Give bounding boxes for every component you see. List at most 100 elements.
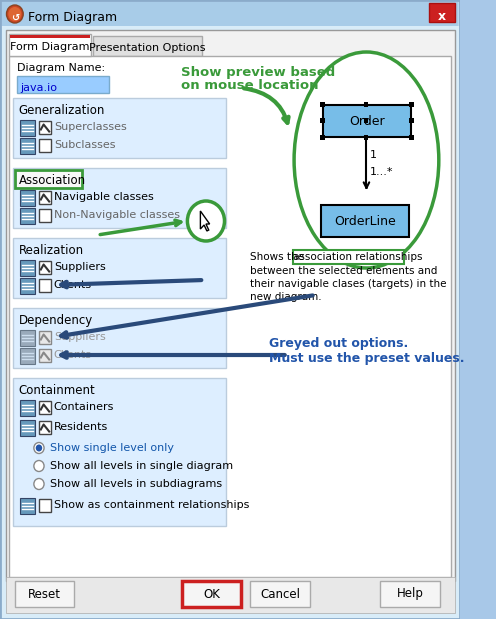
Bar xyxy=(39,279,51,292)
Bar xyxy=(20,330,35,346)
Text: OK: OK xyxy=(203,587,220,600)
Text: java.io: java.io xyxy=(20,83,58,93)
Bar xyxy=(321,205,409,237)
Bar xyxy=(39,139,51,152)
Text: on mouse location: on mouse location xyxy=(181,79,318,92)
Circle shape xyxy=(34,461,44,472)
Text: Clients: Clients xyxy=(54,280,92,290)
Bar xyxy=(380,581,440,607)
Text: association relationships: association relationships xyxy=(293,252,423,262)
Circle shape xyxy=(34,478,44,490)
Text: Presentation Options: Presentation Options xyxy=(89,43,206,53)
Text: Show single level only: Show single level only xyxy=(50,443,174,453)
Text: Realization: Realization xyxy=(18,243,84,256)
Text: Clients: Clients xyxy=(54,350,92,360)
Bar xyxy=(182,581,241,607)
Bar xyxy=(20,260,35,276)
Text: Diagram Name:: Diagram Name: xyxy=(17,63,105,73)
Polygon shape xyxy=(200,211,210,231)
Bar xyxy=(20,278,35,294)
Ellipse shape xyxy=(294,52,439,268)
Text: Form Diagram: Form Diagram xyxy=(28,11,117,24)
Text: Help: Help xyxy=(397,587,424,600)
Bar xyxy=(320,135,325,140)
Text: their navigable clases (targets) in the: their navigable clases (targets) in the xyxy=(250,279,447,289)
Text: Must use the preset values.: Must use the preset values. xyxy=(269,352,465,365)
Bar xyxy=(293,250,404,264)
Bar xyxy=(39,331,51,344)
Text: Association: Association xyxy=(18,173,86,186)
Bar xyxy=(13,238,226,298)
Circle shape xyxy=(34,443,44,454)
Bar xyxy=(5,577,454,613)
Bar xyxy=(5,30,454,581)
Text: Subclasses: Subclasses xyxy=(54,140,115,150)
Bar xyxy=(20,120,35,136)
Bar xyxy=(13,308,226,368)
Circle shape xyxy=(187,201,225,241)
Text: 1: 1 xyxy=(370,150,377,160)
Text: Show as containment relationships: Show as containment relationships xyxy=(54,500,249,510)
Text: Superclasses: Superclasses xyxy=(54,122,126,132)
Bar xyxy=(10,35,90,38)
Text: Suppliers: Suppliers xyxy=(54,332,106,342)
Bar xyxy=(20,348,35,364)
Bar xyxy=(364,135,369,140)
Bar xyxy=(13,98,226,158)
Bar xyxy=(39,121,51,134)
Bar xyxy=(39,209,51,222)
Bar xyxy=(39,401,51,414)
Bar xyxy=(20,498,35,514)
Bar xyxy=(39,349,51,362)
Bar xyxy=(39,499,51,512)
Text: Show preview based: Show preview based xyxy=(181,66,335,79)
Text: Cancel: Cancel xyxy=(260,587,300,600)
Text: x: x xyxy=(437,9,446,22)
Bar xyxy=(409,102,414,107)
Bar xyxy=(364,102,369,107)
Bar xyxy=(9,56,451,577)
Bar xyxy=(2,2,458,26)
Bar xyxy=(15,170,82,188)
Text: Reset: Reset xyxy=(28,587,61,600)
Bar xyxy=(320,102,325,107)
Bar xyxy=(20,138,35,154)
Text: Order: Order xyxy=(349,115,385,128)
Text: 1...*: 1...* xyxy=(370,167,394,177)
Circle shape xyxy=(8,7,21,21)
Text: Form Diagram: Form Diagram xyxy=(10,42,90,52)
Bar xyxy=(13,378,226,526)
Text: Navigable classes: Navigable classes xyxy=(54,192,154,202)
Text: Containment: Containment xyxy=(18,384,95,397)
Text: between the selected elements and: between the selected elements and xyxy=(250,266,438,276)
Bar xyxy=(93,36,202,56)
Text: new diagram.: new diagram. xyxy=(250,292,322,302)
Bar xyxy=(20,400,35,416)
Bar xyxy=(409,118,414,123)
Circle shape xyxy=(6,5,23,23)
Text: Dependency: Dependency xyxy=(18,313,93,326)
Bar xyxy=(39,261,51,274)
Bar xyxy=(17,76,110,93)
Text: Shows the: Shows the xyxy=(250,252,305,262)
Bar xyxy=(39,421,51,434)
Text: Show all levels in subdiagrams: Show all levels in subdiagrams xyxy=(50,479,222,489)
Bar xyxy=(13,168,226,228)
Bar xyxy=(429,3,454,22)
Text: Suppliers: Suppliers xyxy=(54,262,106,272)
Bar xyxy=(9,34,91,56)
Bar xyxy=(20,208,35,224)
Text: Generalization: Generalization xyxy=(18,103,105,116)
Bar xyxy=(364,118,369,123)
Bar xyxy=(15,581,74,607)
Text: Show all levels in single diagram: Show all levels in single diagram xyxy=(50,461,233,471)
Text: Non-Navigable classes: Non-Navigable classes xyxy=(54,210,180,220)
Text: Greyed out options.: Greyed out options. xyxy=(269,337,408,350)
Bar xyxy=(250,581,310,607)
Circle shape xyxy=(36,444,42,451)
Bar xyxy=(39,191,51,204)
Bar xyxy=(20,420,35,436)
Text: OrderLine: OrderLine xyxy=(334,215,396,228)
Text: Containers: Containers xyxy=(54,402,114,412)
Bar xyxy=(20,190,35,206)
